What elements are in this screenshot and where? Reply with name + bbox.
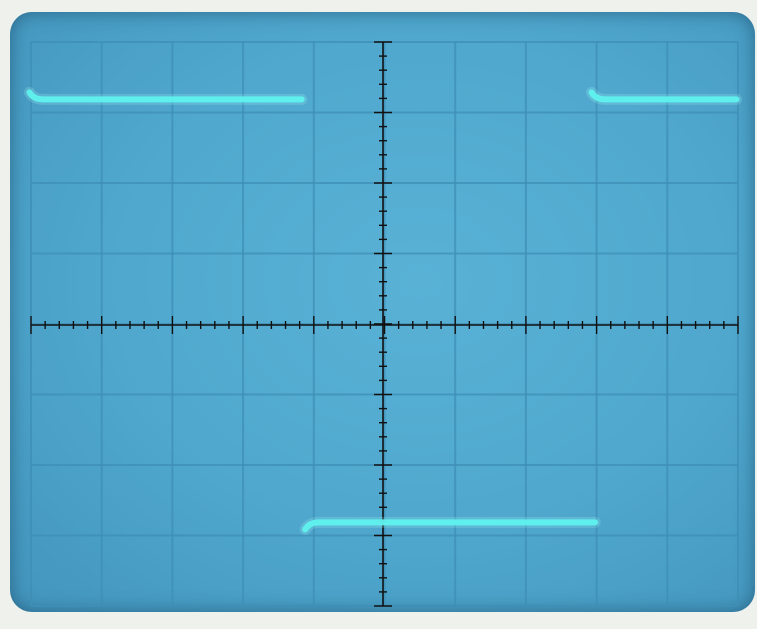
square-wave-trace (24, 86, 742, 535)
trace-segment-high (26, 89, 305, 103)
trace-segment-high (588, 89, 740, 103)
trace-segment-low (302, 519, 599, 533)
graticule-axes (30, 41, 739, 607)
